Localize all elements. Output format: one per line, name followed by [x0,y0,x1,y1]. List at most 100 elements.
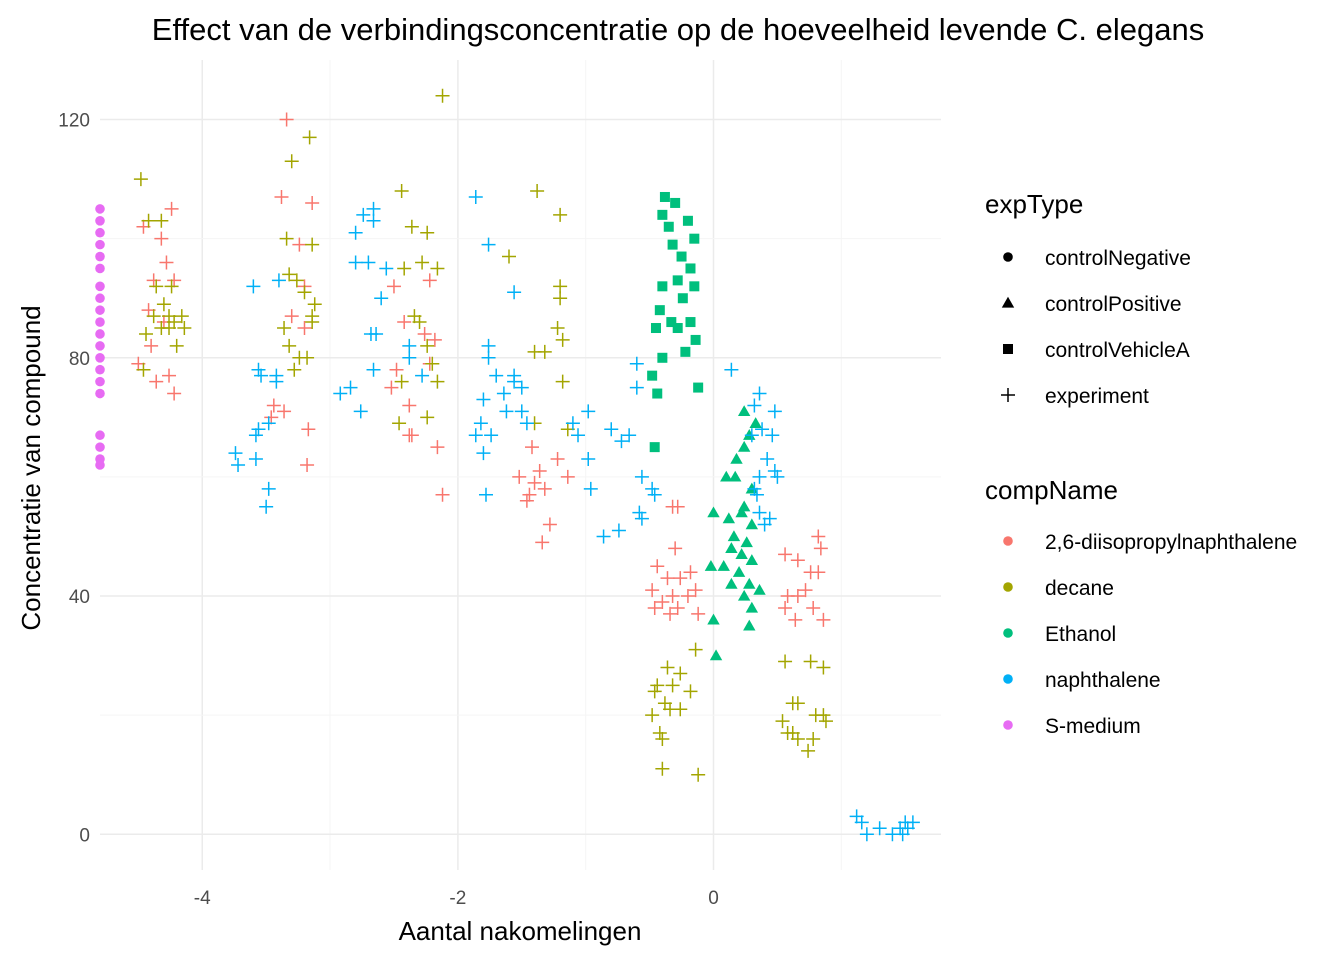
data-point [775,714,790,729]
legend-exptype-label: experiment [1045,385,1149,408]
data-point [677,293,688,304]
data-point [745,482,759,494]
data-point [282,338,297,353]
data-point [654,305,665,316]
data-point [386,279,401,294]
data-point [806,731,821,746]
data-point [246,279,261,294]
data-point [392,416,407,431]
data-point [248,428,263,443]
data-point [149,374,164,389]
data-point [402,350,417,365]
data-point [481,350,496,365]
data-point [749,417,762,428]
legend-key-circle [1003,252,1013,262]
data-point [583,481,598,496]
data-point [709,649,723,661]
data-point [816,708,831,723]
data-point [778,547,793,562]
ticks-layer: -4 -2 0 0 40 80 120 [58,111,718,909]
data-point [553,291,568,306]
x-tick-label: -4 [194,888,211,909]
data-point [369,326,384,341]
data-point [420,338,435,353]
data-point [813,541,828,556]
data-point [647,684,662,699]
data-point [484,428,499,443]
data-point [532,463,547,478]
data-point [704,560,718,571]
data-point [476,446,491,461]
data-point [722,512,736,524]
data-point [333,386,348,401]
data-point [141,213,156,228]
data-point [650,678,665,693]
legend-key-cross [1001,388,1015,402]
data-point [501,249,516,264]
data-point [555,332,570,347]
data-point [629,380,644,395]
data-point [755,422,770,437]
data-point [650,323,661,334]
legend-compname-label: 2,6-diisopropylnaphthalene [1045,531,1297,554]
data-point [394,374,409,389]
data-point [164,279,179,294]
data-point [685,263,696,274]
data-point [307,297,322,312]
data-point [634,511,649,526]
data-point [645,708,660,723]
legend-color-key [1003,628,1013,638]
data-point [519,493,534,508]
legend-color-key [1003,536,1013,546]
data-point [284,309,299,324]
legend-color-key [1003,582,1013,592]
data-point [435,487,450,502]
data-point [740,536,753,548]
data-point [146,309,161,324]
data-point [778,600,793,615]
data-point [753,583,766,595]
x-axis-title: Aantal nakomelingen [399,916,642,946]
points-layer [95,88,920,842]
data-point [691,606,706,621]
data-point [737,405,751,417]
data-point [685,317,696,328]
data-point [95,376,105,387]
data-point [402,338,417,353]
data-point [537,481,552,496]
data-point [259,499,274,514]
data-point [717,560,730,571]
data-point [305,315,320,330]
data-point [404,428,419,443]
data-point [95,329,105,339]
data-point [760,452,775,467]
data-point [720,470,733,482]
data-point [770,469,785,484]
data-point [790,553,805,568]
data-point [659,191,670,202]
data-point [895,827,910,842]
data-point [251,422,266,437]
data-point [476,392,491,407]
x-tick-label: -2 [449,888,466,909]
data-point [724,362,739,377]
data-point [629,356,644,371]
legend-compname-label: S-medium [1045,715,1141,738]
data-point [302,130,317,145]
data-point [745,601,759,613]
data-point [652,388,663,399]
data-point [550,452,565,467]
data-point [667,239,678,250]
legend-compname-label: Ethanol [1045,623,1116,646]
data-point [417,326,432,341]
data-point [95,293,105,304]
data-point [725,577,738,589]
data-point [790,696,805,711]
data-point [95,239,105,250]
data-point [415,255,430,270]
data-point [790,731,805,746]
data-point [816,660,831,675]
data-point [525,440,540,455]
data-point [745,554,759,565]
data-point [801,743,816,758]
